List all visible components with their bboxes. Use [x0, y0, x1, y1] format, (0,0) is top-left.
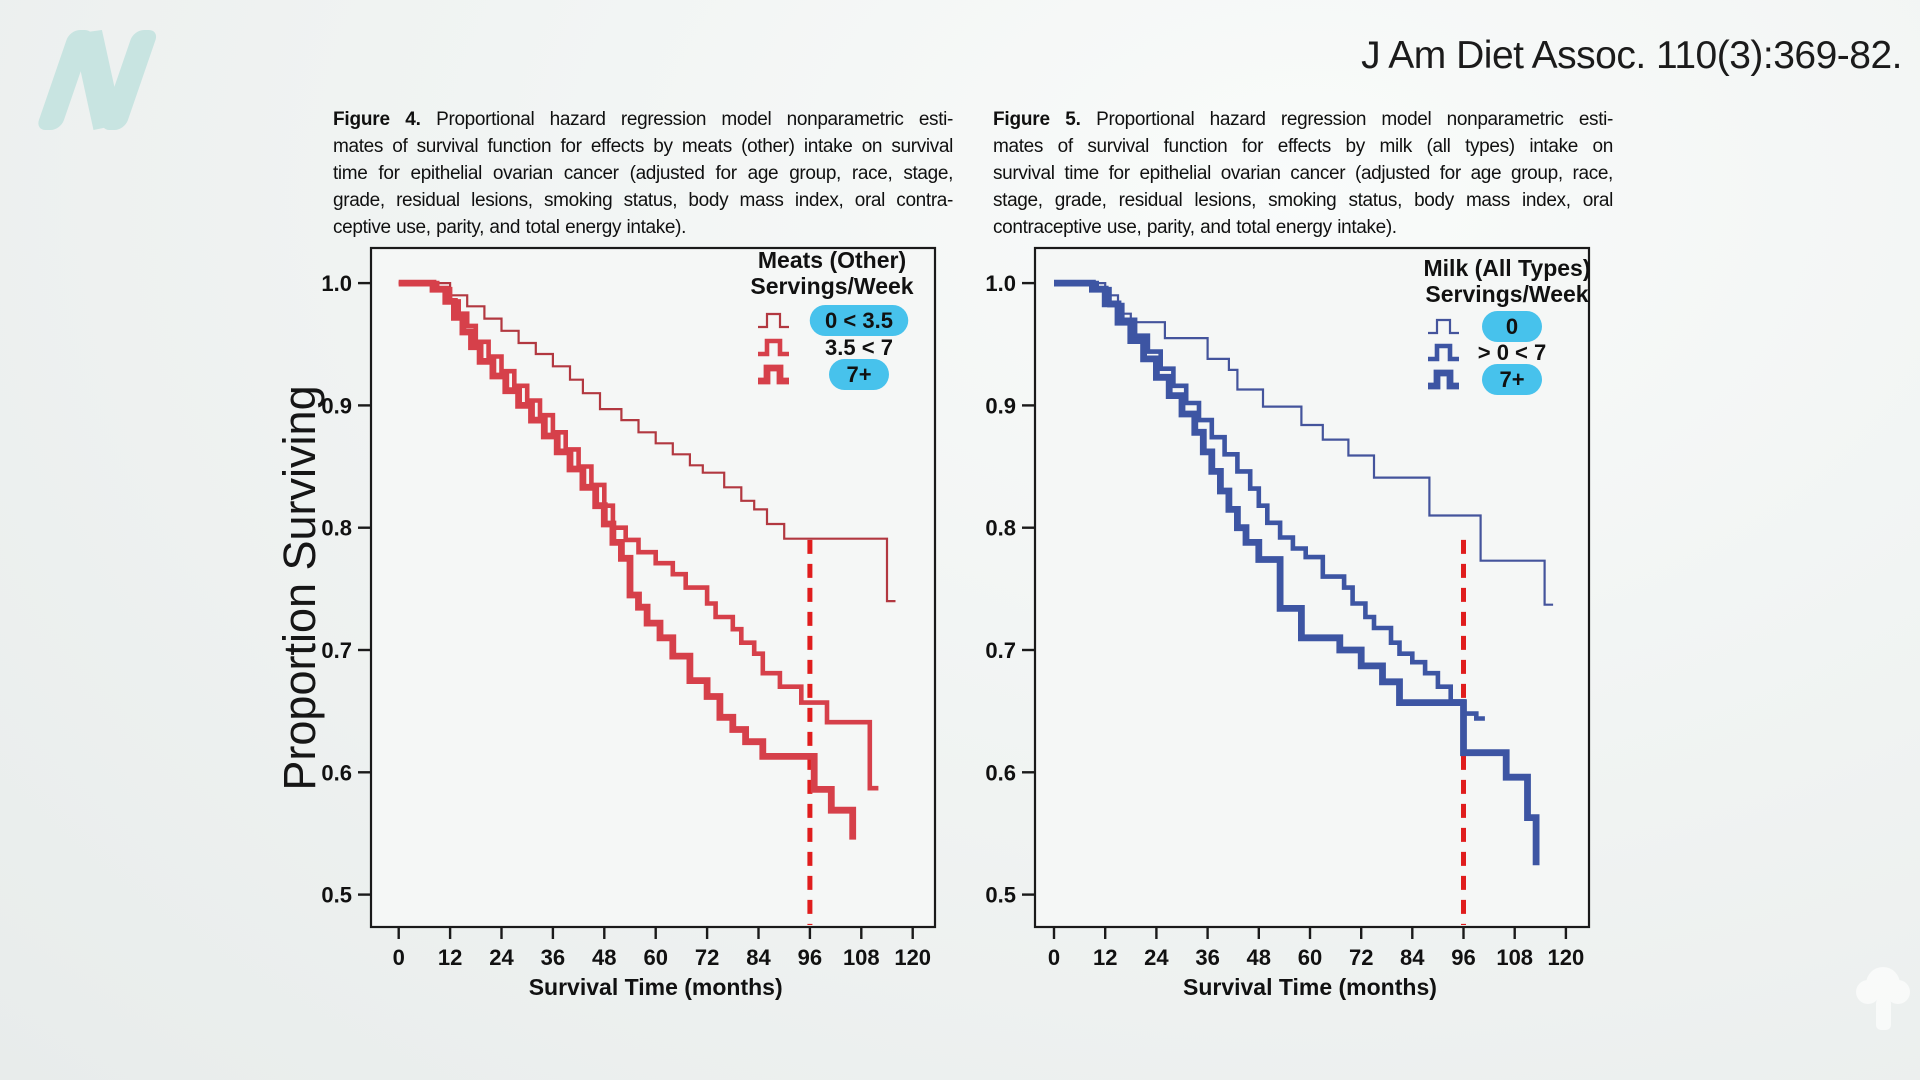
logo-diagonal: [72, 30, 123, 130]
figure4-caption: Figure 4. Proportional hazard regression…: [333, 106, 953, 241]
chart-fig5: 0 12 24 36 48 60 72 84 96 108 120 Survival Time (mo…: [985, 246, 1591, 1000]
chart-text: 0: [1506, 314, 1518, 339]
chart-text: 0.8: [985, 516, 1016, 541]
caption-line: mates of survival function for effects b…: [333, 136, 953, 157]
chart-text: 60: [1298, 945, 1322, 970]
chart-text: 24: [489, 945, 514, 970]
chart-text: 7+: [846, 362, 871, 387]
caption-line: Figure 5. Proportional hazard regression…: [993, 109, 1613, 130]
caption-line: stage, grade, residual lesions, smoking …: [993, 190, 1613, 211]
chart-text: 12: [1093, 945, 1117, 970]
chart-text: Survival Time (months): [529, 974, 783, 1000]
legend-line-sample-icon: [1428, 318, 1459, 335]
chart-text: 7+: [1499, 367, 1524, 392]
chart-text: 0 < 3.5: [825, 308, 893, 333]
chart-text: 1.0: [985, 271, 1016, 296]
chart-text: 24: [1144, 945, 1169, 970]
watermark-icon: [1856, 967, 1910, 1030]
legend-highlight-pill: [809, 305, 909, 336]
survival-curve-0: [1054, 282, 1554, 606]
legend: Milk (All Types)Servings/Week 0> 0 < 77+: [1424, 255, 1591, 395]
chart-text: 96: [798, 945, 822, 970]
logo-n-icon: [38, 30, 157, 130]
chart-fig4: 0 12 24 36 48 60 72 84 96 108 120 Survival Time (mo…: [321, 246, 937, 1000]
chart-text: 1.0: [321, 271, 352, 296]
chart-text: 0.9: [321, 393, 352, 418]
chart-text: 48: [1247, 945, 1271, 970]
chart-text: 3.5 < 7: [825, 335, 893, 360]
survival-curve-07: [1054, 280, 1485, 721]
chart-text: 48: [592, 945, 616, 970]
chart-text: 120: [1548, 945, 1585, 970]
legend-highlight-pill: [1482, 364, 1542, 395]
survival-curve-357: [398, 280, 879, 791]
chart-text: 0.7: [321, 638, 352, 663]
legend-line-sample-icon: [758, 312, 789, 329]
chart-text: 36: [1195, 945, 1219, 970]
chart-text: Milk (All Types): [1424, 255, 1591, 281]
legend-line-sample-icon: [1428, 343, 1459, 362]
chart-text: 60: [643, 945, 667, 970]
chart-text: 0: [1048, 945, 1060, 970]
survival-curve-7+: [1054, 279, 1540, 866]
chart-text: 120: [894, 945, 931, 970]
chart-text: 0.8: [321, 516, 352, 541]
legend: Meats (Other)Servings/Week 0 < 3.53.5 < 7…: [750, 247, 914, 390]
plot-frame: [1033, 246, 1591, 929]
caption-line: contraceptive use, parity, and total ene…: [993, 217, 1397, 238]
chart-text: 84: [746, 945, 771, 970]
chart-text: Survival Time (months): [1183, 974, 1437, 1000]
chart-text: 36: [541, 945, 565, 970]
legend-highlight-pill: [829, 359, 889, 390]
journal-citation: J Am Diet Assoc. 110(3):369-82.: [1361, 34, 1902, 77]
chart-text: 0.5: [985, 883, 1016, 908]
survival-curve-7+: [398, 279, 857, 840]
chart-text: 72: [695, 945, 719, 970]
legend-line-sample-icon: [758, 338, 789, 357]
chart-text: Servings/Week: [750, 273, 913, 299]
chart-text: 72: [1349, 945, 1373, 970]
chart-text: 12: [438, 945, 462, 970]
caption-line: Figure 4. Proportional hazard regression…: [333, 109, 953, 130]
chart-text: 0.6: [321, 760, 352, 785]
chart-text: Servings/Week: [1425, 281, 1588, 307]
chart-text: 96: [1451, 945, 1475, 970]
chart-text: 84: [1400, 945, 1425, 970]
chart-text: Meats (Other): [758, 247, 906, 273]
caption-line: mates of survival function for effects b…: [993, 136, 1613, 157]
caption-line: time for epithelial ovarian cancer (adju…: [333, 163, 953, 184]
legend-line-sample-icon: [1428, 369, 1459, 390]
chart-text: 0.5: [321, 883, 352, 908]
figure5-caption: Figure 5. Proportional hazard regression…: [993, 106, 1613, 241]
chart-text: 0: [393, 945, 405, 970]
legend-highlight-pill: [1482, 311, 1542, 342]
chart-text: 0.7: [985, 638, 1016, 663]
legend-line-sample-icon: [758, 364, 789, 385]
caption-line: grade, residual lesions, smoking status,…: [333, 190, 953, 211]
chart-text: 0.6: [985, 760, 1016, 785]
chart-text: > 0 < 7: [1478, 340, 1547, 365]
chart-text: 108: [843, 945, 880, 970]
survival-curve-035: [398, 282, 896, 603]
chart-text: 108: [1496, 945, 1533, 970]
caption-line: survival time for epithelial ovarian can…: [993, 163, 1613, 184]
caption-line: ceptive use, parity, and total energy in…: [333, 217, 687, 238]
chart-text: 0.9: [985, 393, 1016, 418]
